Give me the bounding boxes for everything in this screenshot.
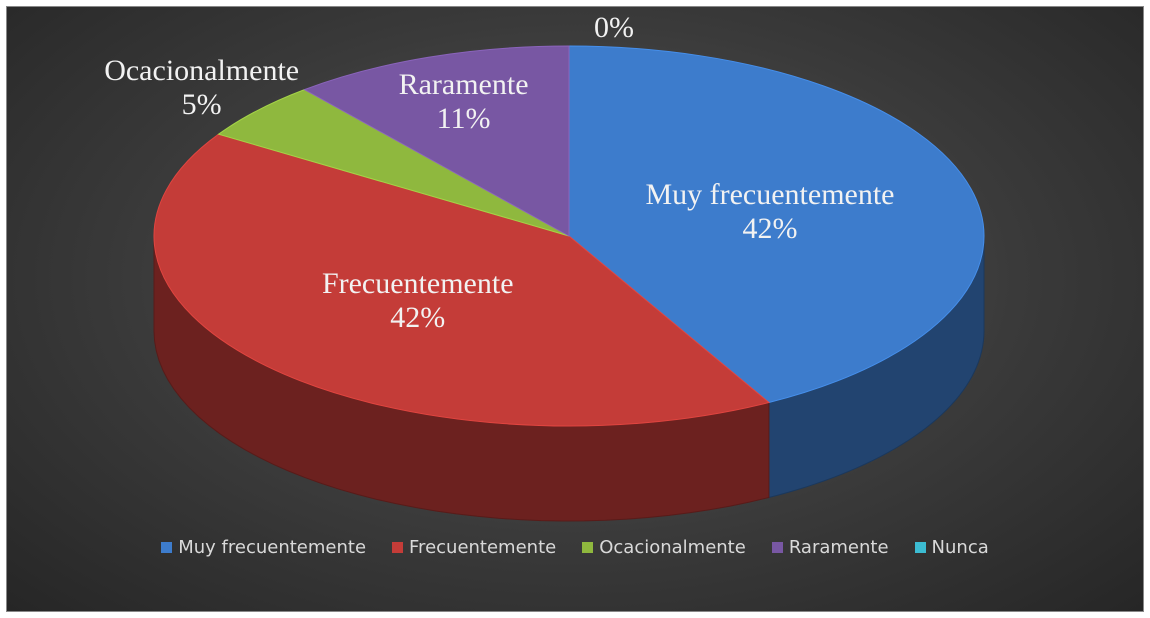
data-label-value: 42% bbox=[742, 212, 798, 246]
data-label: Ocacionalmente 5% bbox=[77, 54, 327, 122]
legend-label: Ocacionalmente bbox=[599, 537, 746, 558]
data-label-name: Ocacionalmente bbox=[104, 53, 300, 87]
legend-item: Raramente bbox=[771, 537, 889, 558]
data-label-name: Frecuentemente bbox=[321, 267, 514, 301]
data-label-name: Muy frecuentemente bbox=[645, 178, 895, 212]
data-label-name: Raramente bbox=[398, 67, 529, 101]
legend-label: Muy frecuentemente bbox=[178, 537, 367, 558]
pie-slice bbox=[153, 133, 771, 427]
data-label: Frecuentemente 42% bbox=[293, 267, 543, 335]
legend-swatch bbox=[392, 542, 404, 553]
data-label: Raramente 11% bbox=[339, 68, 589, 136]
chart: Muy frecuentemente 42% Frecuentemente 42% Oc… bbox=[6, 6, 1144, 612]
legend: Muy frecuentemente Frecuentemente Ocaciona… bbox=[7, 537, 1143, 558]
pie-plot bbox=[153, 45, 985, 522]
data-label-value: 11% bbox=[436, 101, 491, 135]
data-label-name: Nunca bbox=[489, 7, 739, 11]
legend-label: Nunca bbox=[931, 537, 989, 558]
legend-label: Raramente bbox=[788, 537, 889, 558]
legend-swatch bbox=[161, 542, 173, 553]
data-label: Muy frecuentemente 42% bbox=[645, 178, 895, 246]
legend-item: Muy frecuentemente bbox=[161, 537, 366, 558]
data-label-value: 5% bbox=[181, 87, 222, 121]
legend-swatch bbox=[771, 542, 783, 553]
legend-item: Ocacionalmente bbox=[582, 537, 746, 558]
data-label: Nunca0% bbox=[489, 7, 739, 45]
legend-item: Frecuentemente bbox=[392, 537, 556, 558]
pie-slice bbox=[568, 45, 985, 404]
data-label-value: 42% bbox=[390, 301, 446, 335]
legend-swatch bbox=[582, 542, 594, 553]
legend-swatch bbox=[914, 542, 926, 553]
data-label-value: 0% bbox=[594, 10, 634, 44]
pie-slice bbox=[303, 45, 570, 237]
legend-label: Frecuentemente bbox=[409, 537, 557, 558]
legend-item: Nunca bbox=[914, 537, 989, 558]
